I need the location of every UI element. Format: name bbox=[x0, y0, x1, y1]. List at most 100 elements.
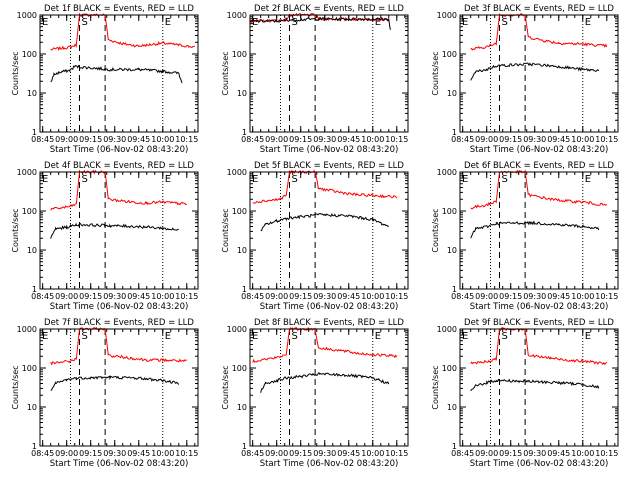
x-tick-label: 09:30 bbox=[103, 449, 126, 458]
series-lld bbox=[50, 169, 188, 211]
x-tick-label: 10:00 bbox=[571, 135, 594, 144]
series-events bbox=[50, 375, 180, 391]
y-axis-label: Counts/sec bbox=[11, 51, 20, 95]
y-axis-label: Counts/sec bbox=[221, 208, 230, 252]
x-tick-label: 10:15 bbox=[175, 449, 198, 458]
series-events bbox=[50, 64, 183, 84]
x-tick-label: 10:00 bbox=[571, 292, 594, 301]
x-tick-label: 10:15 bbox=[385, 292, 408, 301]
panel-8: Det 8f BLACK = Events, RED = LLD E S E 1 10 10… bbox=[221, 318, 409, 469]
y-tick-label: 100 bbox=[22, 207, 37, 216]
x-tick-label: 08:45 bbox=[241, 135, 264, 144]
marker-label-s: S bbox=[82, 174, 88, 185]
y-axis-label: Counts/sec bbox=[221, 51, 230, 95]
x-tick-label: 09:00 bbox=[265, 449, 288, 458]
panel-title: Det 8f BLACK = Events, RED = LLD bbox=[254, 318, 404, 328]
y-tick-label: 10 bbox=[27, 89, 37, 98]
x-axis-label: Start Time (06-Nov-02 08:43:20) bbox=[260, 459, 399, 469]
x-tick-label: 09:15 bbox=[289, 449, 312, 458]
marker-label-e: E bbox=[42, 174, 48, 185]
x-tick-label: 09:30 bbox=[103, 292, 126, 301]
marker-label-e: E bbox=[462, 331, 468, 342]
panel-title: Det 2f BLACK = Events, RED = LLD bbox=[254, 4, 404, 14]
x-tick-label: 09:45 bbox=[337, 135, 360, 144]
y-axis-label: Counts/sec bbox=[221, 365, 230, 409]
series-events bbox=[249, 16, 391, 30]
y-tick-label: 1 bbox=[452, 285, 457, 294]
marker-label-e: E bbox=[42, 331, 48, 342]
marker-label-s: S bbox=[82, 17, 88, 28]
y-tick-label: 10 bbox=[237, 246, 247, 255]
panel-title: Det 4f BLACK = Events, RED = LLD bbox=[44, 161, 194, 171]
y-tick-label: 100 bbox=[442, 50, 457, 59]
panel-4: Det 4f BLACK = Events, RED = LLD E S E 1 10 10… bbox=[11, 161, 199, 312]
marker-label-s: S bbox=[502, 17, 508, 28]
y-tick-label: 100 bbox=[232, 364, 247, 373]
series-lld bbox=[470, 169, 608, 210]
y-tick-label: 10 bbox=[27, 403, 37, 412]
x-tick-label: 09:15 bbox=[79, 292, 102, 301]
y-tick-label: 100 bbox=[232, 207, 247, 216]
x-tick-label: 10:00 bbox=[361, 135, 384, 144]
x-tick-label: 09:45 bbox=[337, 292, 360, 301]
series-lld bbox=[50, 326, 188, 366]
x-tick-label: 08:45 bbox=[31, 292, 54, 301]
y-tick-label: 10 bbox=[27, 246, 37, 255]
x-tick-label: 09:00 bbox=[475, 449, 498, 458]
plot-frame bbox=[459, 328, 619, 447]
x-tick-label: 09:45 bbox=[337, 449, 360, 458]
marker-label-e: E bbox=[165, 17, 171, 28]
x-tick-label: 10:00 bbox=[151, 449, 174, 458]
x-tick-label: 10:15 bbox=[595, 292, 618, 301]
x-tick-label: 09:30 bbox=[313, 135, 336, 144]
x-tick-label: 10:15 bbox=[595, 135, 618, 144]
x-tick-label: 10:15 bbox=[385, 135, 408, 144]
series-lld bbox=[252, 327, 398, 363]
y-tick-label: 1000 bbox=[17, 168, 37, 177]
panel-7: Det 7f BLACK = Events, RED = LLD E S E 1 10 10… bbox=[11, 318, 199, 469]
plot-frame bbox=[39, 171, 199, 290]
x-axis-label: Start Time (06-Nov-02 08:43:20) bbox=[50, 459, 189, 469]
marker-label-s: S bbox=[292, 174, 298, 185]
x-tick-label: 09:30 bbox=[523, 292, 546, 301]
x-tick-label: 10:00 bbox=[151, 135, 174, 144]
y-tick-label: 1 bbox=[242, 442, 247, 451]
x-tick-label: 09:00 bbox=[475, 135, 498, 144]
y-tick-label: 100 bbox=[442, 207, 457, 216]
x-tick-label: 09:30 bbox=[523, 449, 546, 458]
y-tick-label: 10 bbox=[447, 89, 457, 98]
x-tick-label: 09:00 bbox=[475, 292, 498, 301]
y-tick-label: 10 bbox=[447, 246, 457, 255]
y-tick-label: 1000 bbox=[17, 325, 37, 334]
x-tick-label: 09:15 bbox=[79, 135, 102, 144]
marker-label-e: E bbox=[375, 17, 381, 28]
x-axis-label: Start Time (06-Nov-02 08:43:20) bbox=[470, 145, 609, 155]
x-tick-label: 09:15 bbox=[499, 292, 522, 301]
y-tick-label: 1000 bbox=[17, 11, 37, 20]
y-axis-label: Counts/sec bbox=[431, 365, 440, 409]
y-tick-label: 1 bbox=[452, 442, 457, 451]
marker-label-e: E bbox=[252, 17, 258, 28]
plot-frame bbox=[249, 14, 409, 133]
x-tick-label: 09:15 bbox=[79, 449, 102, 458]
x-tick-label: 08:45 bbox=[451, 449, 474, 458]
y-tick-label: 1 bbox=[32, 128, 37, 137]
y-tick-label: 100 bbox=[442, 364, 457, 373]
x-axis-label: Start Time (06-Nov-02 08:43:20) bbox=[50, 302, 189, 312]
x-tick-label: 09:45 bbox=[127, 449, 150, 458]
marker-label-s: S bbox=[292, 331, 298, 342]
y-tick-label: 100 bbox=[22, 50, 37, 59]
marker-label-e: E bbox=[165, 174, 171, 185]
x-tick-label: 09:00 bbox=[55, 292, 78, 301]
x-tick-label: 10:15 bbox=[385, 449, 408, 458]
x-tick-label: 08:45 bbox=[451, 135, 474, 144]
y-tick-label: 10 bbox=[447, 403, 457, 412]
series-events bbox=[260, 213, 390, 232]
panel-5: Det 5f BLACK = Events, RED = LLD E S E 1 10 10… bbox=[221, 161, 409, 312]
x-tick-label: 09:30 bbox=[313, 292, 336, 301]
marker-label-e: E bbox=[375, 174, 381, 185]
plot-frame bbox=[459, 171, 619, 290]
x-tick-label: 09:30 bbox=[313, 449, 336, 458]
panel-9: Det 9f BLACK = Events, RED = LLD E S E 1 10 10… bbox=[431, 318, 619, 469]
